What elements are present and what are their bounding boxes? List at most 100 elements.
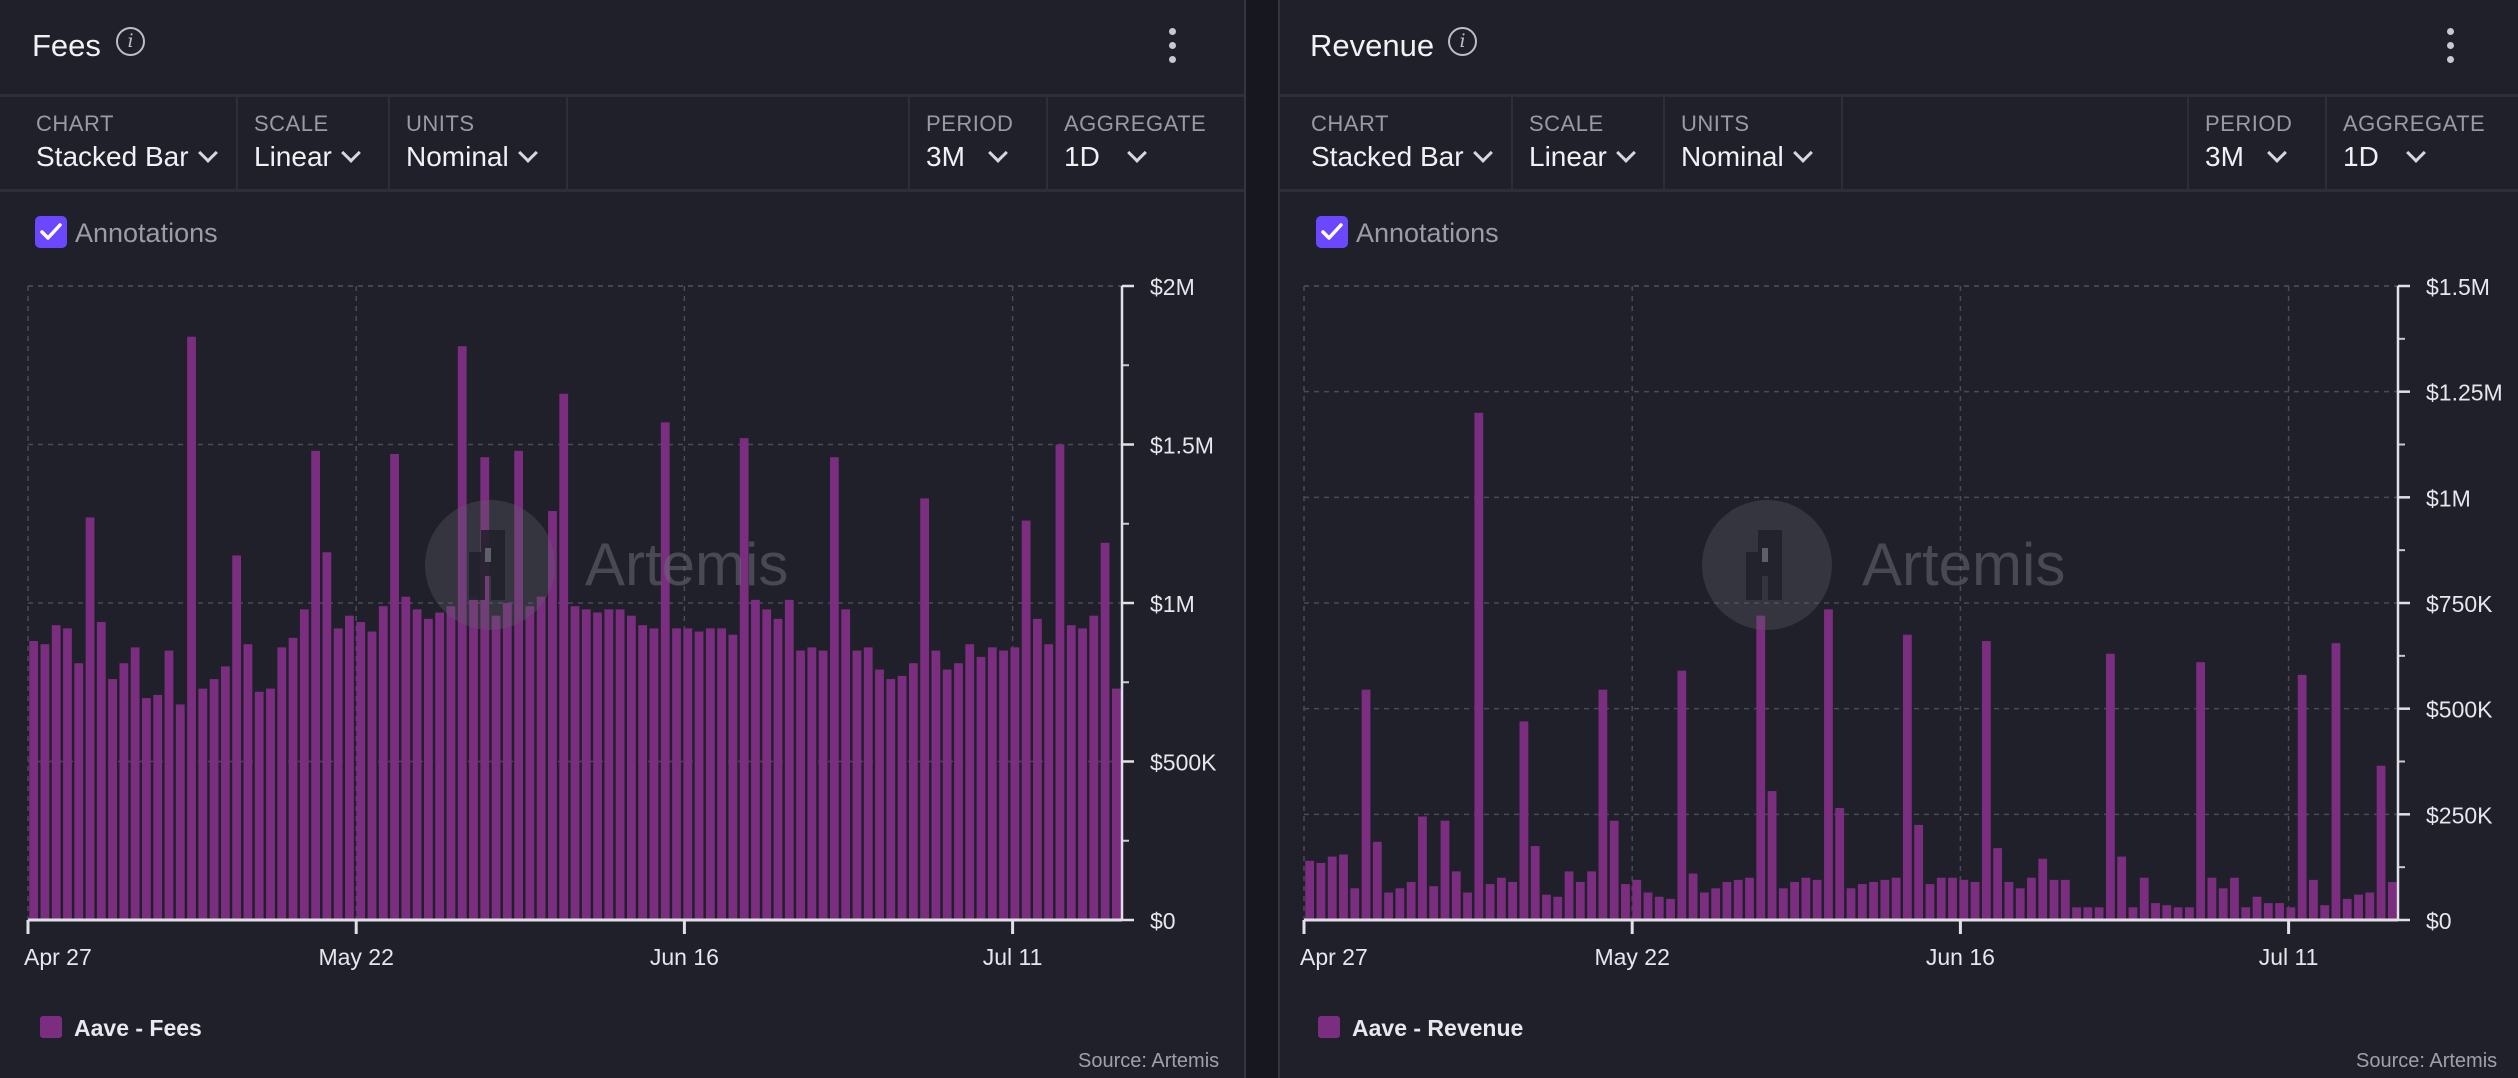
- bar[interactable]: [626, 615, 636, 920]
- bar[interactable]: [130, 647, 140, 920]
- bar[interactable]: [412, 609, 422, 920]
- bar[interactable]: [2297, 674, 2307, 920]
- bar[interactable]: [751, 599, 760, 920]
- scale-select[interactable]: SCALE Linear: [238, 97, 390, 189]
- units-select[interactable]: UNITS Nominal: [390, 97, 568, 189]
- bar[interactable]: [40, 644, 50, 920]
- bar[interactable]: [2376, 765, 2386, 920]
- bar[interactable]: [1372, 841, 1382, 920]
- bar[interactable]: [1418, 816, 1427, 920]
- bar[interactable]: [2218, 888, 2228, 920]
- units-select[interactable]: UNITS Nominal: [1665, 97, 1843, 189]
- bar[interactable]: [1078, 628, 1087, 920]
- bar[interactable]: [390, 454, 399, 920]
- info-icon[interactable]: i: [1448, 27, 1477, 56]
- bar[interactable]: [2106, 653, 2115, 920]
- bar[interactable]: [2162, 905, 2172, 920]
- bar[interactable]: [739, 438, 749, 920]
- bar[interactable]: [243, 644, 253, 920]
- bar[interactable]: [2207, 877, 2217, 920]
- bar[interactable]: [2038, 858, 2048, 920]
- period-select[interactable]: PERIOD 3M: [908, 97, 1048, 189]
- bar[interactable]: [717, 628, 727, 920]
- bar[interactable]: [863, 647, 873, 920]
- bar[interactable]: [1936, 877, 1946, 920]
- bar[interactable]: [920, 498, 930, 920]
- bar[interactable]: [367, 631, 377, 920]
- bar[interactable]: [2320, 905, 2330, 920]
- bar[interactable]: [378, 606, 388, 920]
- bar[interactable]: [1745, 877, 1754, 920]
- bar[interactable]: [1100, 542, 1110, 920]
- bar[interactable]: [1733, 879, 1743, 920]
- bar[interactable]: [333, 628, 343, 920]
- bar[interactable]: [1021, 520, 1031, 920]
- aggregate-select[interactable]: AGGREGATE 1D: [2327, 97, 2518, 189]
- bar[interactable]: [232, 555, 242, 920]
- bar[interactable]: [1925, 884, 1935, 920]
- bar[interactable]: [2252, 896, 2262, 920]
- bar[interactable]: [254, 691, 264, 920]
- bar[interactable]: [502, 603, 512, 920]
- bar[interactable]: [108, 679, 117, 920]
- bar[interactable]: [1699, 892, 1709, 920]
- bar[interactable]: [2083, 907, 2093, 920]
- bar[interactable]: [1033, 618, 1042, 920]
- bar[interactable]: [2094, 907, 2104, 920]
- bar[interactable]: [1711, 888, 1721, 920]
- bar[interactable]: [1981, 641, 1991, 920]
- bar[interactable]: [1621, 884, 1630, 920]
- bar[interactable]: [1778, 888, 1788, 920]
- bar[interactable]: [153, 694, 163, 920]
- bar[interactable]: [1564, 871, 1574, 920]
- bar[interactable]: [581, 609, 591, 920]
- bar[interactable]: [1812, 879, 1822, 920]
- bar[interactable]: [2354, 894, 2363, 920]
- bar[interactable]: [1089, 615, 1099, 920]
- bar[interactable]: [209, 679, 219, 920]
- bar[interactable]: [1395, 888, 1405, 920]
- bar[interactable]: [987, 647, 997, 920]
- bar[interactable]: [2241, 907, 2251, 920]
- bar[interactable]: [796, 650, 805, 920]
- bar[interactable]: [299, 609, 309, 920]
- bar[interactable]: [2184, 907, 2194, 920]
- bar[interactable]: [164, 650, 174, 920]
- bar[interactable]: [1722, 881, 1732, 920]
- bar[interactable]: [784, 599, 794, 920]
- bar[interactable]: [1587, 871, 1596, 920]
- bar[interactable]: [1066, 625, 1076, 920]
- bar[interactable]: [931, 650, 941, 920]
- bar[interactable]: [1902, 634, 1912, 920]
- chart-type-select[interactable]: CHART Stacked Bar: [1295, 97, 1513, 189]
- bar[interactable]: [1993, 848, 2003, 920]
- bar[interactable]: [1010, 647, 1020, 920]
- bar[interactable]: [491, 615, 501, 920]
- bar[interactable]: [2049, 879, 2059, 920]
- bar[interactable]: [1316, 862, 1326, 920]
- bar[interactable]: [266, 688, 275, 920]
- scale-select[interactable]: SCALE Linear: [1513, 97, 1665, 189]
- bar[interactable]: [570, 606, 580, 920]
- info-icon[interactable]: i: [116, 27, 145, 56]
- bar[interactable]: [1857, 884, 1867, 920]
- bar[interactable]: [288, 637, 298, 920]
- bar[interactable]: [852, 650, 862, 920]
- bar[interactable]: [356, 622, 366, 920]
- kebab-menu-icon[interactable]: [1168, 28, 1176, 64]
- bar[interactable]: [1361, 689, 1371, 920]
- bar[interactable]: [2196, 662, 2206, 920]
- bar[interactable]: [1485, 884, 1495, 920]
- bar[interactable]: [2173, 907, 2183, 920]
- bar[interactable]: [1824, 609, 1833, 920]
- bar[interactable]: [435, 612, 445, 920]
- bar[interactable]: [886, 679, 896, 920]
- bar[interactable]: [446, 606, 456, 920]
- bar[interactable]: [1327, 856, 1337, 920]
- bar[interactable]: [1643, 892, 1653, 920]
- bar[interactable]: [1869, 881, 1878, 920]
- bar[interactable]: [807, 647, 817, 920]
- bar[interactable]: [638, 625, 648, 920]
- aggregate-select[interactable]: AGGREGATE 1D: [1048, 97, 1244, 189]
- bar[interactable]: [469, 596, 478, 920]
